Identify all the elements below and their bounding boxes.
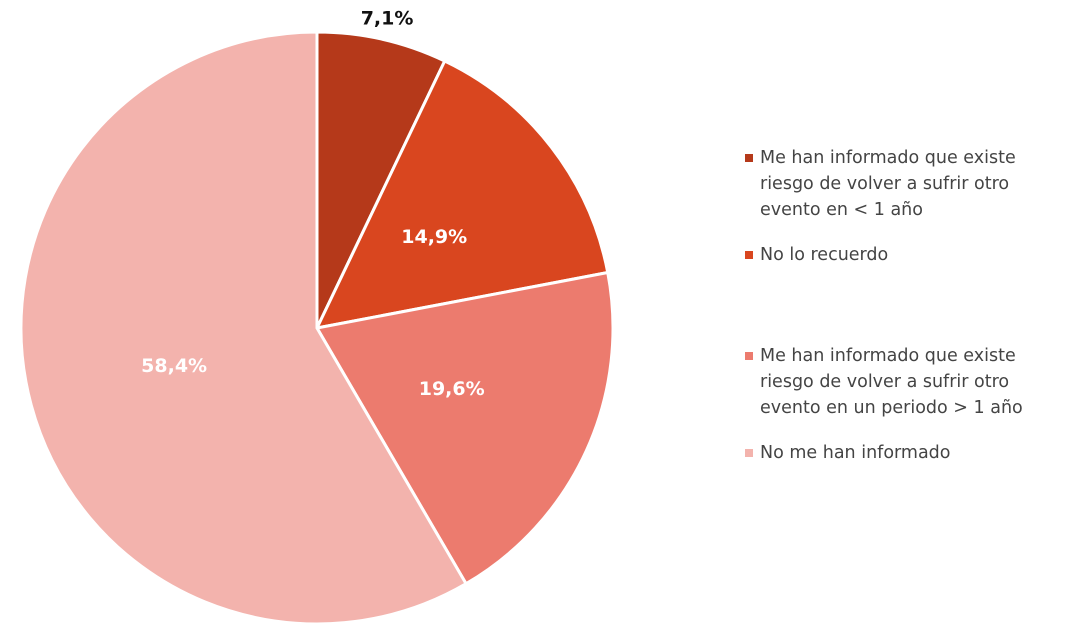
legend-label: Me han informado que existe riesgo de vo… — [760, 346, 1023, 418]
legend-label: No lo recuerdo — [760, 245, 889, 265]
legend-item: No lo recuerdo — [745, 242, 1075, 268]
legend-swatch — [745, 154, 753, 162]
data-label: 7,1% — [361, 8, 414, 30]
legend-swatch — [745, 449, 753, 457]
legend-swatch — [745, 352, 753, 360]
pie-slice — [314, 58, 610, 331]
legend-label: Me han informado que existe riesgo de vo… — [760, 148, 1016, 220]
pie-slice — [19, 30, 469, 625]
pie-slice — [315, 30, 447, 329]
pie-slice — [314, 270, 615, 586]
data-label: 14,9% — [401, 226, 467, 248]
legend-swatch — [745, 251, 753, 259]
data-label: 58,4% — [141, 355, 207, 377]
legend-item: Me han informado que existe riesgo de vo… — [745, 343, 1075, 421]
legend-item: No me han informado — [745, 440, 1075, 466]
legend-item: Me han informado que existe riesgo de vo… — [745, 145, 1075, 223]
data-label: 19,6% — [419, 378, 485, 400]
legend-label: No me han informado — [760, 443, 951, 463]
